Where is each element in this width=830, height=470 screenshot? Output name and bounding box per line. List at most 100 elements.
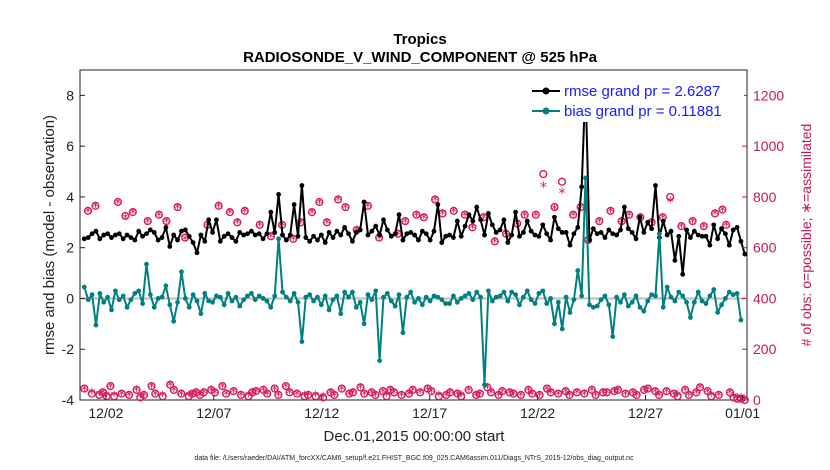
obs-assimilated-point: * <box>409 384 416 400</box>
obs-assimilated-point: * <box>226 206 233 222</box>
obs-possible-point <box>251 387 261 396</box>
rmse-point <box>618 227 623 233</box>
rmse-point <box>427 237 433 243</box>
rmse-point <box>563 230 569 235</box>
obs-possible-point <box>591 390 600 400</box>
obs-assimilated-point: * <box>461 209 468 225</box>
obs-assimilated-point: * <box>499 385 506 401</box>
rmse-point <box>342 224 348 230</box>
rmse-point <box>318 232 324 238</box>
obs-assimilated-point: * <box>189 388 196 404</box>
rmse-point <box>462 223 468 229</box>
obs-assimilated-point: * <box>652 385 659 401</box>
obs-possible-point <box>569 210 578 219</box>
rmse-point <box>322 240 328 246</box>
obs-assimilated-point: * <box>495 389 502 405</box>
obs-assimilated-point: * <box>275 389 282 405</box>
obs-possible-point <box>110 392 119 401</box>
rmse-point <box>140 233 145 239</box>
rmse-point <box>645 219 651 225</box>
rmse-point <box>365 232 371 238</box>
bias-point <box>392 303 398 309</box>
rmse-point <box>179 228 184 234</box>
bias-point <box>373 288 379 294</box>
rmse-point <box>357 227 363 233</box>
obs-assimilated-point: * <box>506 387 513 403</box>
rmse-point <box>676 233 682 239</box>
obs-possible-point <box>162 216 171 226</box>
obs-assimilated-point: * <box>178 388 185 404</box>
obs-assimilated-point: * <box>312 389 319 405</box>
rmse-point <box>552 214 557 220</box>
bias-point <box>559 326 565 332</box>
rmse-point <box>206 217 212 223</box>
y-tick-label: -4 <box>62 392 75 408</box>
bias-point <box>113 288 118 294</box>
rmse-point <box>256 231 262 237</box>
rmse-point <box>221 233 227 239</box>
rmse-point <box>594 231 600 237</box>
legend-box <box>528 80 744 122</box>
rmse-point <box>369 228 375 234</box>
rmse-point <box>590 226 596 232</box>
obs-assimilated-point: * <box>170 384 177 400</box>
bias-point <box>509 289 515 295</box>
bias-point <box>680 293 686 299</box>
bias-point <box>726 289 732 295</box>
obs-possible-point <box>431 195 440 204</box>
obs-possible-point <box>408 385 417 394</box>
rmse-point <box>738 238 744 244</box>
bias-point <box>291 290 297 296</box>
rmse-point <box>272 230 278 235</box>
obs-assimilated-point: * <box>144 215 151 231</box>
rmse-point <box>260 236 266 242</box>
bias-point <box>334 293 340 299</box>
obs-assimilated-point: * <box>316 196 323 212</box>
bias-point <box>171 318 177 324</box>
obs-possible-point <box>83 206 93 215</box>
rmse-point <box>451 235 456 240</box>
bias-point <box>151 304 157 310</box>
obs-possible-point <box>270 384 279 393</box>
bias-point <box>656 231 662 237</box>
rmse-point <box>579 184 585 190</box>
bias-point <box>384 290 390 296</box>
bias-point <box>621 292 627 298</box>
obs-assimilated-point: * <box>614 384 621 400</box>
obs-possible-point <box>580 389 589 398</box>
rmse-point <box>723 231 728 237</box>
bias-point <box>439 297 445 303</box>
rmse-point <box>237 230 243 235</box>
obs-assimilated-point: * <box>230 385 237 401</box>
bias-point <box>493 294 499 300</box>
rmse-point <box>664 232 670 238</box>
obs-possible-point <box>401 216 410 226</box>
rmse-point <box>81 236 87 242</box>
obs-possible-point <box>333 195 343 204</box>
obs-possible-point <box>449 206 458 215</box>
rmse-point <box>210 230 215 235</box>
obs-possible-point <box>632 390 641 400</box>
obs-assimilated-point: * <box>708 389 715 405</box>
bias-point <box>194 298 200 304</box>
obs-possible-point <box>132 385 141 394</box>
rmse-point <box>602 235 608 240</box>
obs-assimilated-point: * <box>297 217 304 233</box>
obs-possible-point <box>505 388 514 397</box>
obs-assimilated-point: * <box>540 180 547 196</box>
bias-point <box>322 293 328 299</box>
obs-possible-point <box>80 384 89 393</box>
obs-assimilated-point: * <box>570 209 577 225</box>
obs-assimilated-point: * <box>484 382 491 398</box>
obs-possible-point <box>688 216 697 226</box>
obs-possible-point <box>621 389 630 398</box>
rmse-point <box>97 236 103 242</box>
rmse-point <box>412 232 417 238</box>
bias-point <box>723 296 728 301</box>
obs-assimilated-point: * <box>346 388 353 404</box>
obs-assimilated-point: * <box>432 194 439 210</box>
obs-assimilated-point: * <box>342 201 349 217</box>
bias-point <box>458 296 464 301</box>
rmse-point <box>555 226 561 232</box>
